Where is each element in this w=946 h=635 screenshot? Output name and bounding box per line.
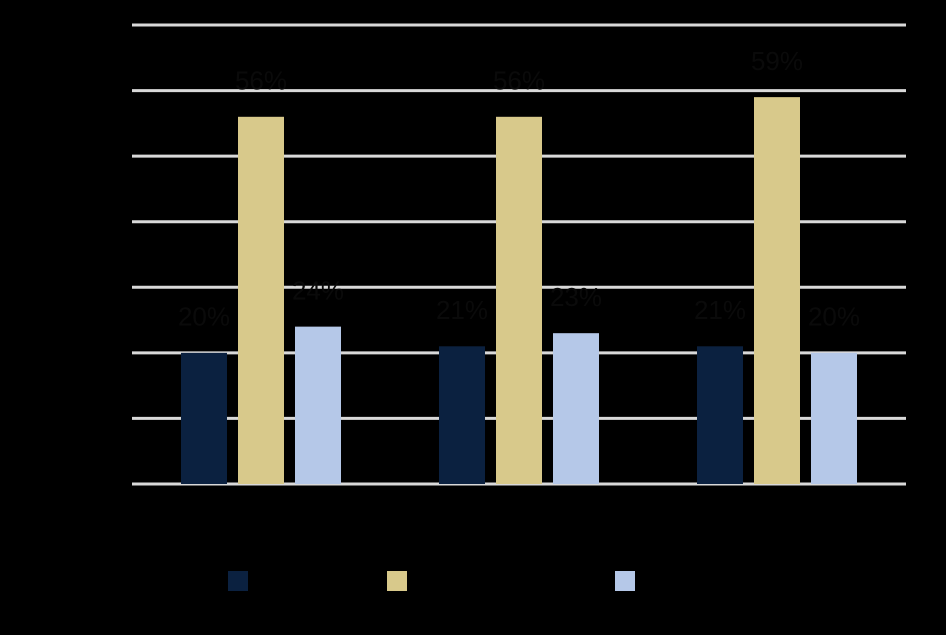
legend-swatch	[615, 571, 635, 591]
legend-swatch	[387, 571, 407, 591]
data-label: 20%	[178, 302, 230, 332]
legend-swatch	[228, 571, 248, 591]
data-label: 23%	[550, 282, 602, 312]
data-label: 56%	[493, 66, 545, 96]
bar	[754, 97, 800, 484]
bar	[238, 116, 284, 485]
bar	[439, 346, 485, 484]
data-label: 21%	[694, 295, 746, 325]
data-label: 56%	[235, 66, 287, 96]
data-label: 59%	[751, 46, 803, 76]
bar	[295, 326, 341, 484]
data-label: 24%	[292, 276, 344, 306]
bar	[496, 116, 542, 485]
data-label: 20%	[808, 302, 860, 332]
bar	[697, 346, 743, 484]
bar	[811, 352, 857, 484]
data-label: 21%	[436, 295, 488, 325]
bar	[553, 333, 599, 484]
bar	[181, 352, 227, 484]
